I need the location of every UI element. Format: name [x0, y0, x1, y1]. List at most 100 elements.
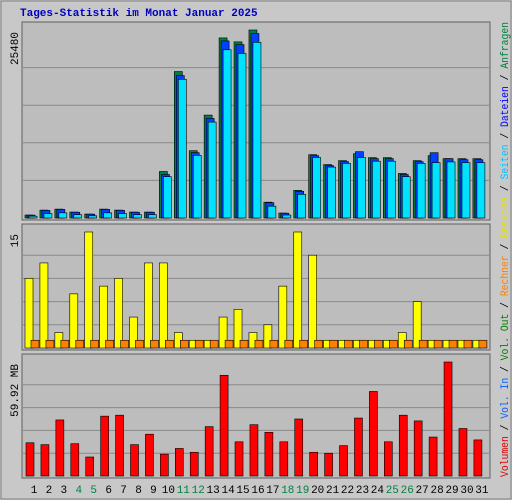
bar — [443, 361, 453, 477]
bar — [189, 451, 199, 477]
bar — [204, 426, 214, 477]
bar — [73, 214, 83, 219]
bar — [329, 339, 338, 349]
bar — [314, 339, 323, 349]
bar — [433, 339, 443, 349]
bar — [180, 339, 189, 349]
x-tick-label: 23 — [356, 485, 369, 497]
bar — [103, 212, 112, 219]
bar — [175, 448, 184, 477]
x-tick-label: 10 — [162, 485, 175, 497]
bar — [284, 339, 294, 349]
bar — [163, 176, 172, 219]
x-tick-label: 20 — [311, 485, 324, 497]
x-tick-label: 19 — [296, 485, 309, 497]
bar — [369, 391, 378, 477]
bar — [209, 339, 219, 349]
bar — [135, 339, 144, 349]
bar — [374, 339, 383, 349]
legend-entry: Vol. In — [500, 378, 512, 419]
x-tick-label: 21 — [326, 485, 340, 497]
bar — [476, 162, 486, 219]
legend-entry: Volumen — [500, 436, 512, 477]
bar — [473, 439, 483, 477]
bar — [412, 301, 422, 349]
bar — [478, 339, 488, 349]
bar — [239, 339, 249, 349]
bar — [99, 285, 108, 349]
bar — [428, 436, 438, 477]
legend-separator: / — [500, 238, 512, 256]
legend-entry: Seiten — [500, 144, 512, 179]
bar — [312, 157, 321, 219]
legend-separator: / — [500, 179, 512, 197]
bar — [359, 339, 368, 349]
bar — [264, 431, 274, 477]
bar — [279, 441, 289, 477]
bar — [297, 194, 307, 219]
bar — [192, 154, 202, 219]
bar — [30, 339, 40, 349]
bar — [60, 339, 70, 349]
x-tick-label: 15 — [236, 485, 249, 497]
bar — [339, 445, 348, 477]
bar — [308, 254, 317, 349]
bar — [219, 374, 229, 477]
legend-separator: / — [500, 127, 512, 145]
bar — [133, 214, 142, 219]
bar — [114, 278, 123, 349]
bar — [293, 231, 303, 349]
bar — [387, 160, 396, 219]
bar — [278, 285, 288, 349]
x-tick-label: 25 — [386, 485, 399, 497]
legend-entry: Anfragen — [500, 22, 512, 69]
y-tick-label: 59.92 MB — [10, 364, 22, 417]
bar — [416, 163, 426, 219]
bar — [354, 417, 363, 477]
y-tick-label: 15 — [10, 234, 22, 247]
bar — [327, 166, 336, 219]
bar — [254, 339, 264, 349]
bar — [461, 162, 471, 219]
bar — [159, 262, 168, 349]
bar — [144, 262, 153, 349]
bar — [100, 415, 109, 477]
bar — [145, 433, 154, 477]
bar — [418, 339, 428, 349]
legend-separator: / — [500, 419, 512, 437]
x-tick-label: 24 — [371, 485, 385, 497]
x-tick-label: 16 — [251, 485, 264, 497]
bar — [105, 339, 114, 349]
bar — [413, 420, 423, 477]
bar — [398, 414, 408, 477]
bar — [324, 452, 333, 477]
x-tick-label: 30 — [460, 485, 473, 497]
bar — [249, 424, 259, 477]
bar — [389, 339, 398, 349]
bar — [342, 163, 351, 219]
bar — [458, 428, 468, 477]
bar — [344, 339, 353, 349]
bar — [129, 316, 138, 349]
x-tick-label: 3 — [61, 485, 68, 497]
bar — [115, 414, 124, 477]
y-tick-label: 25480 — [10, 32, 22, 65]
bar — [58, 212, 68, 219]
chart-title: Tages-Statistik im Monat Januar 2025 — [20, 8, 258, 20]
bar — [120, 339, 129, 349]
x-tick-label: 8 — [135, 485, 142, 497]
bar — [69, 293, 79, 349]
legend-separator: / — [500, 69, 512, 87]
bar — [118, 213, 127, 219]
bar — [463, 339, 473, 349]
bar — [234, 441, 244, 477]
bar — [269, 339, 279, 349]
bar — [39, 262, 49, 349]
bar — [24, 278, 34, 349]
bar — [84, 231, 94, 349]
x-tick-label: 31 — [475, 485, 489, 497]
bar — [218, 316, 228, 349]
x-tick-label: 9 — [150, 485, 157, 497]
bar — [178, 78, 187, 219]
